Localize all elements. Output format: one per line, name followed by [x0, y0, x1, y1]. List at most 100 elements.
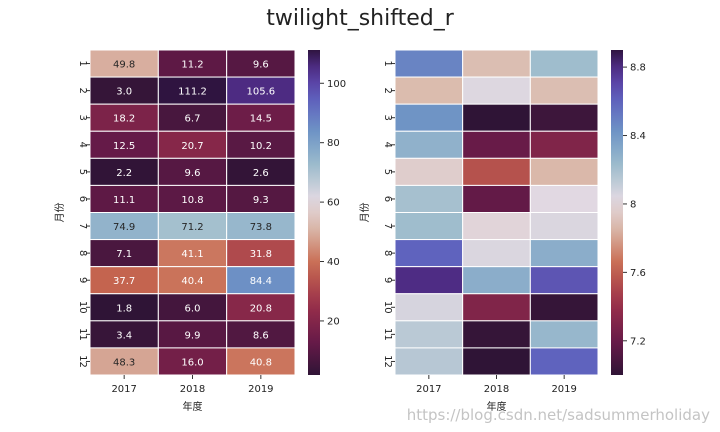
y-tick-label: 7: [382, 223, 393, 229]
heatmap-cell: [529, 49, 599, 78]
cell-value-label: 9.6: [253, 60, 269, 71]
y-tick-label: 12: [382, 355, 393, 368]
heatmap-cell: [394, 239, 464, 268]
cell-value-label: 6.0: [185, 303, 201, 314]
y-tick-label: 6: [77, 196, 88, 202]
heatmap-cell: [89, 49, 159, 78]
x-tick-label: 2017: [416, 384, 441, 395]
cell-value-label: 31.8: [250, 249, 272, 260]
heatmap-cell: [89, 266, 159, 295]
cell-value-label: 16.0: [181, 357, 203, 368]
y-axis-label: 月份: [54, 203, 66, 223]
cell-value-label: 3.4: [116, 330, 132, 341]
cell-value-label: 73.8: [250, 222, 272, 233]
cell-value-label: 20.7: [181, 141, 203, 152]
x-tick-label: 2018: [484, 384, 509, 395]
heatmap-cell: [157, 103, 228, 132]
heatmap-cell: [226, 157, 296, 186]
heatmap-cell: [394, 103, 464, 132]
heatmap-cell: [462, 49, 531, 78]
cell-value-label: 40.4: [181, 276, 203, 287]
cell-value-label: 40.8: [250, 357, 272, 368]
heatmap-cell: [462, 103, 531, 132]
y-tick-label: 10: [77, 301, 88, 314]
heatmap-cell: [462, 76, 531, 105]
heatmap-cell: [462, 266, 531, 295]
y-tick-label: 4: [77, 142, 88, 148]
cell-value-label: 9.6: [185, 168, 201, 179]
heatmap-cell: [529, 130, 599, 159]
heatmap-cell: [529, 266, 599, 295]
y-tick-label: 4: [382, 142, 393, 148]
colorbar-tick-label: 100: [327, 79, 346, 90]
y-tick-label: 3: [382, 115, 393, 121]
heatmap-cell: [226, 239, 296, 268]
colorbar-tick-label: 80: [327, 138, 340, 149]
cell-value-label: 48.3: [113, 357, 135, 368]
cell-value-label: 20.8: [250, 303, 272, 314]
y-tick-label: 9: [382, 277, 393, 283]
heatmap-cell: [226, 293, 296, 322]
heatmap-cell: [462, 212, 531, 241]
cell-value-label: 84.4: [250, 276, 272, 287]
colorbar: [611, 50, 623, 375]
cell-value-label: 9.9: [185, 330, 201, 341]
heatmap-cell: [394, 347, 464, 376]
heatmap-cell: [462, 347, 531, 376]
cell-value-label: 71.2: [181, 222, 203, 233]
cell-value-label: 18.2: [113, 114, 135, 125]
y-tick-label: 12: [77, 355, 88, 368]
colorbar-tick-label: 60: [327, 198, 340, 209]
cell-value-label: 10.8: [181, 195, 203, 206]
cell-value-label: 1.8: [116, 303, 132, 314]
heatmap-cell: [462, 184, 531, 214]
y-tick-label: 3: [77, 115, 88, 121]
heatmap-cell: [157, 157, 228, 186]
figure-title: twilight_shifted_r: [266, 6, 454, 31]
heatmap-cell: [394, 49, 464, 78]
heatmap-cell: [89, 239, 159, 268]
heatmap-cell: [157, 184, 228, 214]
cell-value-label: 2.6: [253, 168, 269, 179]
heatmap-left: 49.8 11.2 9.6 3.0 111.2 105.6 18.2 6.7 14.5 12.5 2…: [54, 49, 346, 413]
heatmap-cell: [394, 130, 464, 159]
heatmap-cell: [89, 320, 159, 349]
x-axis-label: 年度: [487, 400, 507, 413]
heatmap-cell: [394, 266, 464, 295]
y-tick-label: 1: [382, 60, 393, 66]
x-tick-label: 2019: [551, 384, 576, 395]
cell-value-label: 37.7: [113, 276, 135, 287]
y-tick-label: 5: [77, 169, 88, 175]
heatmap-cell: [529, 239, 599, 268]
colorbar-tick-label: 20: [327, 316, 340, 327]
heatmap-cell: [529, 184, 599, 214]
y-tick-label: 2: [382, 87, 393, 93]
heatmap-cell: [394, 293, 464, 322]
y-tick-label: 10: [382, 301, 393, 314]
y-tick-label: 11: [382, 328, 393, 341]
cell-value-label: 74.9: [113, 222, 135, 233]
cell-value-label: 111.2: [178, 87, 207, 98]
heatmap-cell: [157, 293, 228, 322]
heatmap-cell: [529, 347, 599, 376]
heatmap-cell: [157, 49, 228, 78]
y-axis-label: 月份: [359, 203, 371, 223]
heatmap-cell: [226, 347, 296, 376]
cell-value-label: 41.1: [181, 249, 203, 260]
heatmap-cell: [226, 184, 296, 214]
cell-value-label: 14.5: [250, 114, 272, 125]
cell-value-label: 3.0: [116, 87, 132, 98]
heatmap-cell: [394, 157, 464, 186]
y-tick-label: 6: [382, 196, 393, 202]
x-tick-label: 2017: [111, 384, 136, 395]
heatmap-cell: [226, 266, 296, 295]
cell-value-label: 9.3: [253, 195, 269, 206]
heatmap-cell: [529, 103, 599, 132]
x-tick-label: 2019: [248, 384, 273, 395]
cell-value-label: 8.6: [253, 330, 269, 341]
cell-value-label: 2.2: [116, 168, 132, 179]
colorbar-tick-label: 8.8: [630, 63, 646, 74]
watermark: https://blog.csdn.net/sadsummerholiday: [406, 406, 710, 424]
